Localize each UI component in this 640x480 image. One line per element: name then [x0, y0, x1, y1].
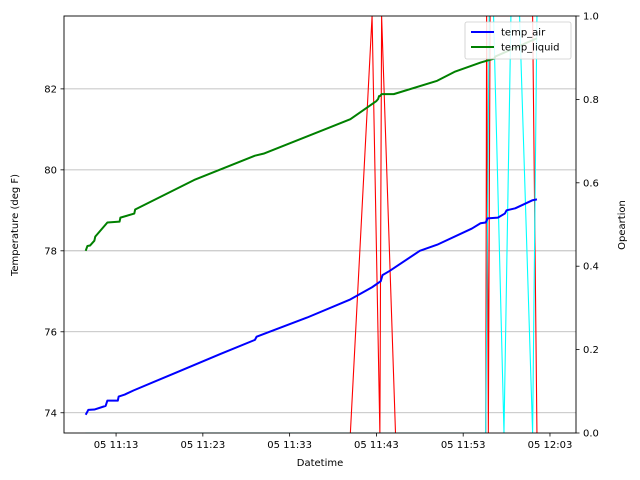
y-axis-right-title: Opeartion: [617, 200, 628, 250]
y-left-tick-label: 78: [44, 246, 57, 257]
grid-lines: [64, 88, 576, 414]
y-right-tick-label: 0.0: [583, 429, 599, 440]
y-right-tick-label: 0.2: [583, 345, 599, 356]
y-right-tick-label: 1.0: [583, 12, 599, 23]
y-axis-left-ticks: 74 76 78 80 82: [44, 84, 64, 419]
y-left-tick-label: 82: [44, 84, 57, 95]
legend: temp_air temp_liquid: [464, 21, 572, 60]
y-left-tick-label: 76: [44, 327, 57, 338]
y-left-tick-label: 80: [44, 165, 57, 176]
y-right-tick-label: 0.8: [583, 95, 599, 106]
x-tick-label: 05 11:53: [441, 440, 486, 451]
y-right-tick-label: 0.6: [583, 178, 599, 189]
x-tick-label: 05 11:13: [94, 440, 139, 451]
x-axis-title: Datetime: [297, 458, 344, 469]
series-line-temp-air: [84, 198, 538, 416]
series-line-temp-liquid: [84, 37, 538, 252]
x-tick-label: 05 11:23: [180, 440, 225, 451]
legend-label-temp-liquid: temp_liquid: [501, 43, 560, 54]
y-right-tick-label: 0.4: [583, 262, 599, 273]
x-tick-label: 05 12:03: [528, 440, 573, 451]
legend-label-temp-air: temp_air: [501, 28, 546, 39]
y-left-tick-label: 74: [44, 408, 57, 419]
plot-frame: [63, 15, 577, 434]
x-axis-ticks: 05 11:13 05 11:23 05 11:33 05 11:43 05 11:53…: [94, 433, 573, 451]
series-layer: [84, 16, 538, 433]
y-axis-right-ticks: 0.0 0.2 0.4 0.6 0.8 1.0: [576, 12, 599, 440]
x-tick-label: 05 11:43: [354, 440, 399, 451]
operation-line-cyan: [85, 16, 538, 433]
y-axis-left-title: Temperature (deg F): [10, 174, 21, 277]
x-tick-label: 05 11:33: [267, 440, 312, 451]
